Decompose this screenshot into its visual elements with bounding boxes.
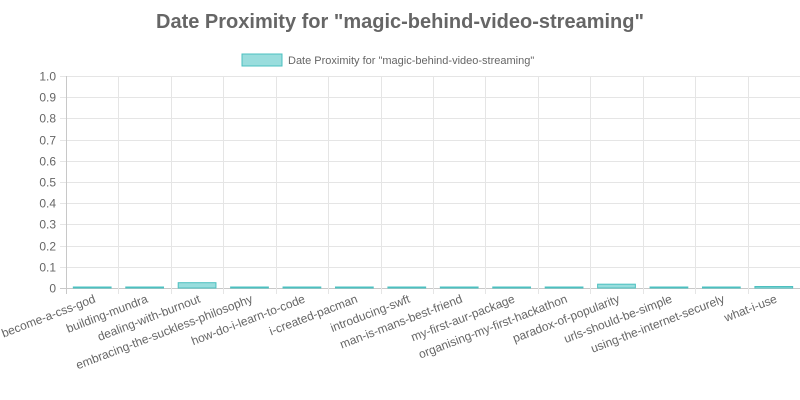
y-tick-label: 1.0	[39, 70, 56, 84]
y-tick-label: 0.1	[39, 261, 56, 275]
bars	[72, 282, 794, 289]
bar[interactable]	[649, 286, 689, 289]
bar[interactable]	[439, 286, 479, 289]
bar[interactable]	[72, 286, 112, 289]
legend-swatch[interactable]	[241, 53, 283, 67]
bar[interactable]	[701, 286, 741, 289]
x-axis-ticks: become-a-css-godbuilding-mundradealing-w…	[0, 291, 779, 372]
y-axis-ticks: 1.0 0.9 0.8 0.7 0.6 0.5 0.4 0.3 0.2 0.1 0	[39, 70, 56, 296]
y-tick-label: 0.5	[39, 176, 56, 190]
y-tick-label: 0	[49, 282, 56, 296]
bar[interactable]	[230, 286, 269, 289]
y-tick-label: 0.2	[39, 240, 56, 254]
bar[interactable]	[387, 286, 427, 289]
grid	[60, 76, 800, 294]
bar[interactable]	[282, 286, 322, 289]
bar[interactable]	[597, 283, 636, 289]
legend-label[interactable]: Date Proximity for "magic-behind-video-s…	[288, 55, 534, 67]
legend[interactable]: Date Proximity for "magic-behind-video-s…	[241, 53, 534, 67]
y-tick-label: 0.6	[39, 155, 56, 169]
bar[interactable]	[492, 286, 532, 289]
bar[interactable]	[334, 286, 374, 289]
bar[interactable]	[544, 286, 584, 289]
bar[interactable]	[177, 282, 217, 289]
y-tick-label: 0.3	[39, 218, 56, 232]
y-tick-label: 0.9	[39, 91, 56, 105]
y-tick-label: 0.8	[39, 112, 56, 126]
bar[interactable]	[125, 286, 165, 289]
x-tick-label: what-i-use	[721, 292, 779, 325]
chart-title: Date Proximity for "magic-behind-video-s…	[156, 11, 644, 33]
y-tick-label: 0.4	[39, 197, 56, 211]
bar[interactable]	[754, 286, 794, 289]
y-tick-label: 0.7	[39, 134, 56, 148]
